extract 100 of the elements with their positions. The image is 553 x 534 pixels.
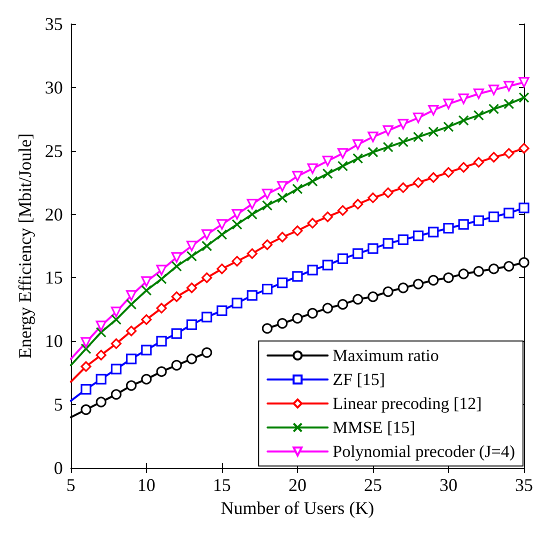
y-axis-title: Energy Efficiency [Mbit/Joule] [15, 133, 35, 359]
point [518, 92, 530, 103]
point [292, 170, 303, 182]
point [428, 104, 439, 116]
point [171, 360, 182, 371]
legend-label: MMSE [15] [332, 418, 416, 437]
point [352, 294, 364, 305]
point [473, 266, 484, 277]
point [368, 132, 378, 142]
x-tick-label: 25 [364, 475, 382, 495]
point [277, 192, 288, 204]
point [382, 187, 394, 198]
point [398, 136, 408, 148]
point [382, 238, 394, 249]
legend-label: Maximum ratio [332, 346, 439, 365]
point [398, 234, 408, 245]
point [488, 264, 500, 274]
point [186, 319, 198, 330]
point [110, 314, 122, 325]
x-tick-label: 20 [288, 475, 306, 495]
point [428, 172, 439, 183]
point [202, 312, 212, 322]
point [398, 282, 408, 294]
point [232, 298, 242, 308]
point [488, 104, 500, 114]
x-tick-label: 30 [439, 475, 458, 495]
x-axis-title: Number of Users (K) [220, 498, 374, 518]
point [186, 354, 198, 364]
point [141, 314, 152, 325]
point [126, 354, 137, 364]
point [322, 302, 333, 314]
point [398, 182, 408, 193]
y-tick-label: 35 [44, 14, 63, 34]
point [337, 253, 348, 264]
point [171, 328, 182, 339]
legend-label: Polynomial precoder (J=4) [332, 442, 516, 461]
x-tick-label: 5 [66, 475, 76, 495]
point [458, 268, 469, 280]
point [186, 282, 198, 294]
point [368, 243, 378, 254]
point [141, 344, 152, 356]
point [504, 261, 514, 272]
point [292, 184, 303, 194]
point [458, 162, 469, 173]
point [277, 318, 288, 329]
legend-label: ZF [15] [332, 370, 386, 389]
point [473, 156, 484, 168]
point [307, 218, 318, 228]
y-tick-label: 0 [54, 458, 63, 478]
point [428, 226, 439, 238]
point [141, 374, 152, 384]
point [96, 374, 106, 384]
point [126, 380, 137, 391]
point [473, 88, 484, 100]
point [443, 167, 454, 178]
point [156, 274, 167, 284]
point [156, 302, 167, 314]
point [322, 168, 333, 179]
point [277, 232, 288, 242]
x-tick-label: 15 [212, 475, 231, 495]
point [96, 396, 106, 408]
point [80, 361, 92, 372]
point [292, 271, 303, 282]
point [412, 177, 424, 188]
point [246, 248, 258, 259]
point [232, 208, 242, 220]
point [337, 205, 348, 216]
point [307, 163, 318, 174]
point [518, 143, 530, 154]
point [504, 148, 514, 159]
point [504, 98, 514, 110]
point [110, 306, 122, 318]
point [458, 94, 469, 104]
point [458, 115, 469, 126]
point [156, 336, 167, 346]
point [232, 256, 242, 267]
point [186, 250, 198, 262]
point [202, 272, 212, 284]
point [473, 215, 484, 226]
point [96, 326, 106, 338]
point [156, 366, 167, 377]
point [80, 384, 92, 395]
point [368, 146, 378, 158]
point [443, 222, 454, 234]
point [110, 364, 122, 374]
point [398, 118, 408, 130]
point [382, 125, 394, 136]
point [473, 110, 484, 121]
point [428, 126, 439, 138]
point [277, 181, 288, 192]
point [96, 320, 106, 332]
point [262, 188, 273, 200]
point [382, 142, 394, 152]
point [412, 278, 424, 290]
point [412, 112, 424, 124]
point [504, 208, 514, 218]
point [428, 274, 439, 286]
y-tick-label: 25 [44, 140, 63, 161]
point [368, 192, 378, 204]
point [126, 326, 137, 336]
